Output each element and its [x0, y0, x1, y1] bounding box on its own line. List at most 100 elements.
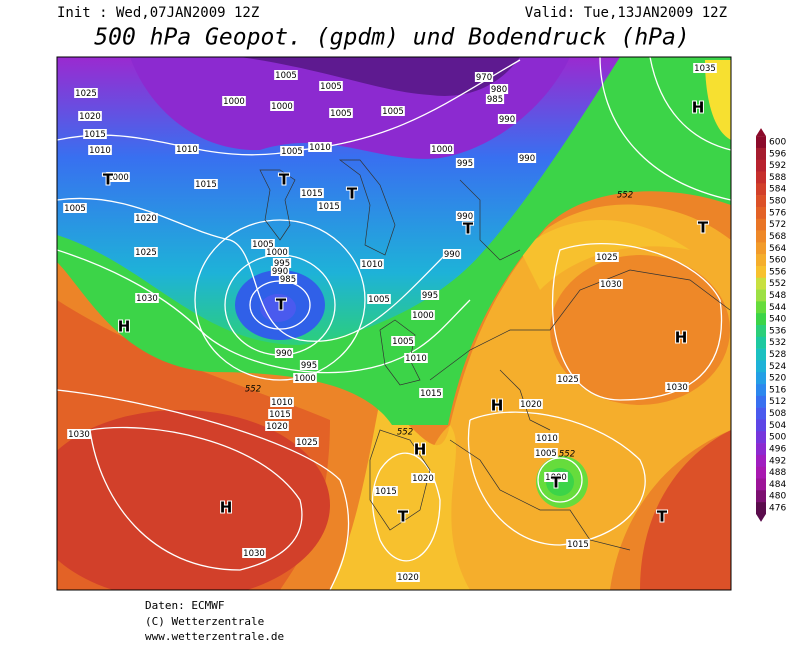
isobar-label-bg [268, 409, 292, 419]
pressure-center: T [347, 185, 358, 203]
colorbar-band [756, 478, 766, 491]
isobar-label: 1005 [320, 82, 342, 92]
pressure-center: T [276, 296, 287, 314]
isobar-label-bg [404, 353, 428, 363]
isobar-label: 1025 [596, 253, 618, 263]
isobar-label: 1020 [397, 573, 419, 583]
isobar-label-bg [317, 201, 341, 211]
colorbar-band [756, 195, 766, 208]
isobar-label: 1000 [271, 102, 293, 112]
isobar-label-bg [265, 247, 289, 257]
map-frame [56, 56, 732, 591]
isobar-label: 1030 [243, 549, 265, 559]
colorbar-band [756, 419, 766, 432]
isobar-label-bg [517, 153, 537, 163]
colorbar-band [756, 443, 766, 456]
isobar-label: 1000 [266, 248, 288, 258]
isobar-label-bg [270, 397, 294, 407]
isobar-label: 1030 [68, 430, 90, 440]
isobar-label: 1025 [75, 89, 97, 99]
isobar-label-bg [106, 172, 130, 182]
colorbar-band [756, 206, 766, 220]
colorbar-tick-label: 600 [769, 138, 786, 148]
isobar-label-bg [83, 129, 107, 139]
isobar-label-bg [265, 421, 289, 431]
contour-label: 552 [559, 450, 575, 460]
isobar-label-bg [300, 188, 324, 198]
isobar-label-bg [419, 388, 443, 398]
isobar-label: 1015 [195, 180, 217, 190]
isobar-label: 1005 [64, 204, 86, 214]
colorbar-tick-label: 580 [769, 197, 786, 207]
pressure-center: T [279, 171, 290, 189]
pressure-center: T [398, 508, 409, 526]
colorbar-arrow-bottom [756, 513, 766, 522]
colorbar-tick-label: 564 [769, 244, 786, 254]
isobar-label-bg [272, 258, 292, 268]
isobar-label-bg [566, 539, 590, 549]
pressure-center: H [491, 397, 504, 415]
colorbar-tick-label: 596 [769, 149, 786, 159]
isobar-label-bg [544, 472, 568, 482]
colorbar-tick-label: 512 [769, 397, 786, 407]
init-time: Init : Wed,07JAN2009 12Z [57, 5, 259, 21]
isobar-label: 1005 [535, 449, 557, 459]
isobar-label: 1015 [269, 410, 291, 420]
colorbar-tick-label: 560 [769, 256, 786, 266]
isobar-label: 1005 [382, 107, 404, 117]
colorbar-band [756, 277, 766, 290]
isobar-label-bg [534, 448, 558, 458]
colorbar-band [756, 502, 766, 515]
isobar-label: 990 [276, 349, 292, 359]
colorbar-band [756, 466, 766, 479]
isobar-label: 1010 [536, 434, 558, 444]
isobar-label-bg [295, 437, 319, 447]
colorbar-tick-label: 524 [769, 362, 786, 372]
isobar-label-bg [556, 374, 580, 384]
isobar-label-bg [420, 290, 440, 300]
colorbar-band [756, 218, 766, 231]
valid-time: Valid: Tue,13JAN2009 12Z [525, 5, 727, 21]
isobar-label: 995 [457, 159, 473, 169]
isobar-label-bg [442, 249, 462, 259]
isobar-label-bg [194, 179, 218, 189]
isobar-label: 1025 [557, 375, 579, 385]
colorbar-tick-label: 540 [769, 315, 786, 325]
isobar-label-bg [242, 548, 266, 558]
isobar-label-bg [455, 158, 475, 168]
colorbar-band [756, 407, 766, 420]
isobar-label-bg [391, 336, 415, 346]
pressure-center: H [118, 318, 131, 336]
isobar-label: 1010 [405, 354, 427, 364]
colorbar-band [756, 289, 766, 302]
copyright: (C) Wetterzentrale [145, 615, 264, 628]
colorbar-band [756, 336, 766, 349]
isobar-label: 1005 [275, 71, 297, 81]
colorbar-tick-label: 592 [769, 161, 786, 171]
isobar-label: 1020 [266, 422, 288, 432]
colorbar-band [756, 159, 766, 172]
colorbar-band [756, 242, 766, 255]
isobar-label: 1030 [600, 280, 622, 290]
isobar-label-bg [411, 473, 435, 483]
colorbar-band [756, 171, 766, 184]
colorbar-tick-label: 536 [769, 326, 786, 336]
isobar-label: 985 [280, 275, 296, 285]
colorbar-band [756, 183, 766, 196]
colorbar-band [756, 254, 766, 267]
isobar-label: 970 [476, 73, 492, 83]
colorbar-tick-label: 508 [769, 409, 786, 419]
isobar-label: 1010 [361, 260, 383, 270]
isobar-label-bg [360, 259, 384, 269]
isobar-label-bg [270, 266, 290, 276]
pressure-center: H [692, 99, 705, 117]
colorbar-tick-label: 552 [769, 279, 786, 289]
contour-label: 552 [397, 428, 413, 438]
contour-label: 552 [245, 385, 261, 395]
isobar-label-bg [134, 213, 158, 223]
isobar-label-bg [485, 94, 505, 104]
colorbar-tick-label: 480 [769, 492, 786, 502]
isobar-label-bg [74, 88, 98, 98]
colorbar-tick-label: 520 [769, 374, 786, 384]
